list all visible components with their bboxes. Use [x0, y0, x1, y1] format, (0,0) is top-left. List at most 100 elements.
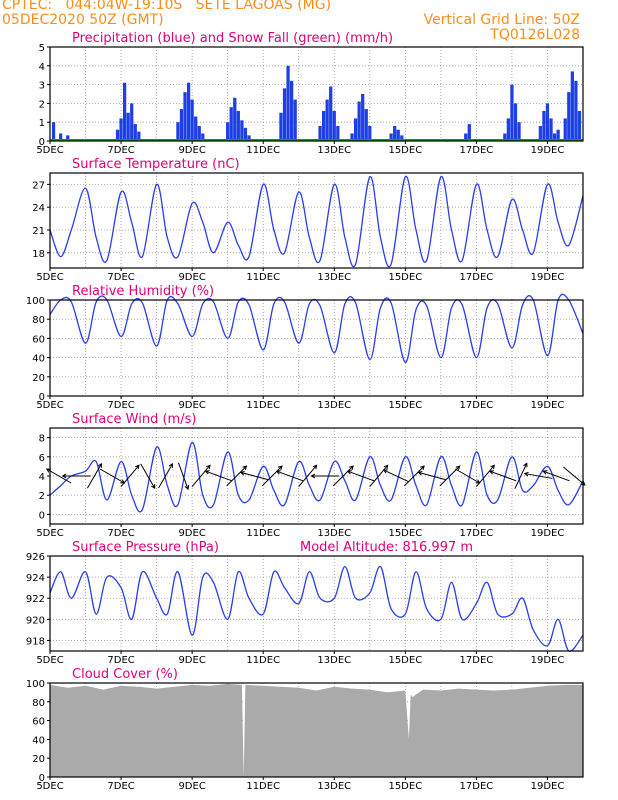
precip-bar	[542, 110, 546, 141]
x-tick-label: 13DEC	[317, 272, 351, 283]
precip-bar	[289, 80, 294, 141]
precip-bar	[510, 84, 514, 141]
header-grid-line: Vertical Grid Line: 50Z	[423, 12, 580, 28]
precip-bar	[240, 120, 244, 141]
precip-bar	[247, 135, 251, 141]
wind-arrow	[514, 463, 528, 489]
wind-arrow	[158, 463, 173, 489]
panel-4: 0 2 4 6 8 5DEC 7DEC 9DEC 11DEC 13DEC 15DEC 17DEC 19D…	[36, 412, 586, 539]
wind-arrow-head	[346, 470, 352, 475]
panel-frame	[49, 682, 584, 778]
precip-bar	[357, 101, 361, 141]
wind-arrow	[418, 471, 446, 481]
x-tick-label: 19DEC	[531, 655, 565, 666]
precip-bar	[513, 103, 518, 141]
y-tick-label: 0	[39, 137, 45, 148]
precip-bar	[517, 122, 521, 141]
wind-arrow-head	[455, 465, 461, 471]
wind-arrow-head	[206, 464, 211, 470]
y-tick-label: 8	[39, 434, 45, 445]
precip-bar	[130, 103, 134, 141]
y-tick-label: 5	[39, 43, 45, 54]
precip-bar	[66, 135, 70, 141]
wind-arrow	[369, 464, 389, 488]
wind-arrow-head	[382, 469, 388, 474]
series-line	[49, 565, 584, 652]
wind-arrow	[439, 465, 461, 487]
x-tick-label: 13DEC	[317, 655, 351, 666]
x-tick-label: 15DEC	[388, 272, 422, 283]
precip-bar	[122, 82, 127, 141]
y-tick-label: 926	[26, 552, 45, 563]
wind-arrow	[205, 470, 233, 482]
precip-bar	[467, 124, 471, 141]
y-tick-label: 80	[32, 698, 45, 709]
precip-bar	[233, 97, 237, 141]
y-tick-label: 918	[26, 636, 45, 647]
wind-arrow	[332, 465, 354, 487]
x-tick-label: 11DEC	[246, 781, 280, 792]
precip-bar	[567, 92, 571, 141]
x-tick-label: 15DEC	[388, 145, 422, 156]
x-tick-label: 11DEC	[246, 145, 280, 156]
precip-bar	[229, 107, 233, 141]
wind-arrow	[120, 464, 140, 488]
x-tick-label: 5DEC	[36, 781, 63, 792]
x-tick-label: 5DEC	[36, 145, 63, 156]
precip-bar	[179, 109, 184, 141]
y-tick-label: 40	[32, 735, 45, 746]
panel-frame	[49, 299, 584, 397]
panel-frame	[49, 46, 584, 142]
y-tick-label: 2	[39, 491, 45, 502]
precip-bar	[318, 125, 322, 141]
series-line	[49, 176, 584, 268]
panel-title: Surface Pressure (hPa)	[72, 540, 219, 555]
y-tick-label: 4	[39, 472, 45, 483]
x-tick-label: 19DEC	[531, 781, 565, 792]
wind-arrow	[403, 465, 425, 487]
x-tick-label: 19DEC	[531, 400, 565, 411]
x-tick-label: 13DEC	[317, 781, 351, 792]
y-tick-label: 0	[39, 392, 45, 403]
x-tick-label: 17DEC	[460, 272, 494, 283]
x-tick-label: 7DEC	[107, 655, 134, 666]
precip-bar	[556, 129, 560, 141]
wind-arrow-head	[184, 485, 190, 491]
x-tick-label: 9DEC	[178, 400, 205, 411]
header-model: TQ0126L028	[490, 27, 580, 43]
x-tick-label: 15DEC	[388, 781, 422, 792]
x-tick-label: 17DEC	[460, 528, 494, 539]
precip-bar	[186, 82, 191, 141]
y-tick-label: 21	[32, 226, 45, 237]
panel-5: 918 920 922 924 926 5DEC 7DEC 9DEC 11DEC 13DEC 15D…	[26, 540, 584, 666]
panel-3: 0 20 40 60 80 100 5DEC 7DEC 9DEC 11DEC 13DEC 15DEC 1…	[26, 284, 584, 411]
precip-bar	[364, 109, 368, 141]
precip-bar	[286, 65, 290, 141]
y-tick-label: 24	[32, 203, 45, 214]
wind-arrow	[191, 464, 211, 488]
x-tick-label: 11DEC	[246, 400, 280, 411]
y-tick-label: 1	[39, 118, 45, 129]
precip-bar	[368, 125, 372, 141]
x-tick-label: 5DEC	[36, 528, 63, 539]
wind-arrow-head	[417, 470, 423, 476]
wind-arrow-head	[310, 473, 316, 479]
precip-bar	[321, 110, 326, 141]
precip-bar	[282, 88, 287, 141]
wind-arrow-head	[168, 462, 174, 468]
wind-arrow-head	[242, 465, 248, 471]
precip-bar	[194, 116, 198, 141]
x-tick-label: 7DEC	[107, 781, 134, 792]
x-tick-label: 7DEC	[107, 528, 134, 539]
precip-bar	[201, 133, 205, 141]
x-tick-label: 7DEC	[107, 272, 134, 283]
cloud-cover-area	[50, 683, 583, 777]
precip-bar	[133, 124, 137, 141]
x-tick-label: 7DEC	[107, 400, 134, 411]
wind-arrow	[226, 465, 247, 487]
wind-arrow-head	[61, 473, 67, 479]
wind-arrow	[86, 463, 102, 489]
y-tick-label: 100	[26, 296, 45, 307]
series-line	[49, 293, 584, 364]
